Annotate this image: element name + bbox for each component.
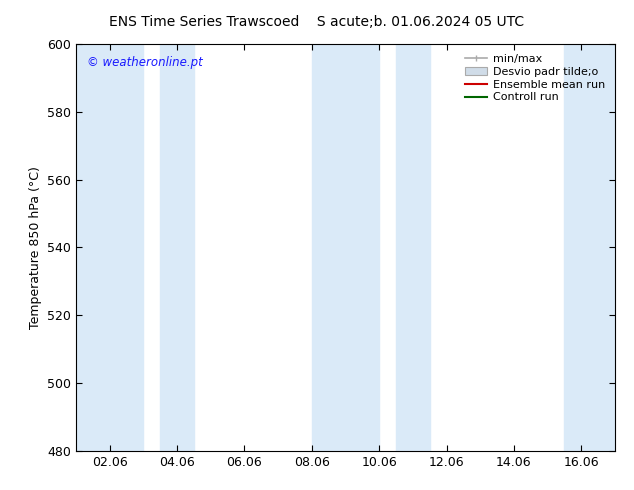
Bar (76, 44, 143, 451)
Bar (564, 44, 615, 451)
Y-axis label: Temperature 850 hPa (°C): Temperature 850 hPa (°C) (29, 166, 42, 329)
Text: ENS Time Series Trawscoed    S acute;b. 01.06.2024 05 UTC: ENS Time Series Trawscoed S acute;b. 01.… (110, 15, 524, 29)
Bar (312, 44, 379, 451)
Bar (396, 44, 430, 451)
Text: © weatheronline.pt: © weatheronline.pt (87, 56, 203, 69)
Legend: min/max, Desvio padr tilde;o, Ensemble mean run, Controll run: min/max, Desvio padr tilde;o, Ensemble m… (460, 49, 609, 107)
Bar (160, 44, 194, 451)
